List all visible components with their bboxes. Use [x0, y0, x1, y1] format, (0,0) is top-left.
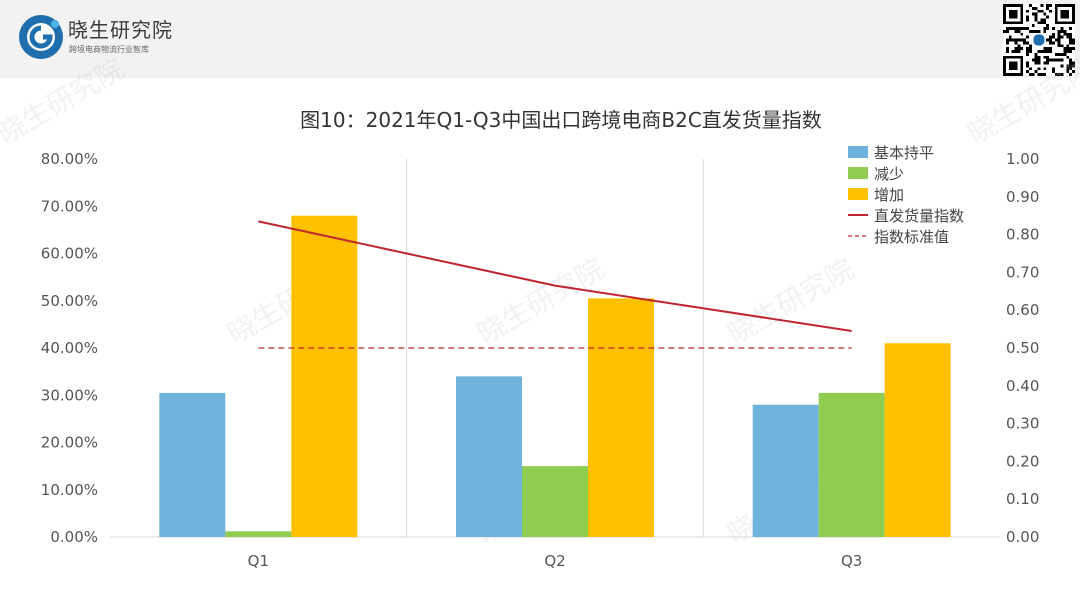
y2-axis-tick-label: 0.50 [1006, 339, 1039, 357]
bar-base [752, 404, 819, 537]
legend-label: 增加 [874, 186, 904, 204]
x-axis-category-label: Q1 [248, 552, 269, 570]
y2-axis-tick-label: 0.90 [1006, 188, 1039, 206]
header-bar: 晓生研究院 跨境电商物流行业智库 [0, 0, 1080, 78]
brand-tagline: 跨境电商物流行业智库 [69, 45, 149, 54]
logo-icon [19, 15, 63, 59]
y2-axis-tick-label: 0.80 [1006, 226, 1039, 244]
chart-title: 图10：2021年Q1-Q3中国出口跨境电商B2C直发货量指数 [300, 108, 822, 132]
y-axis-tick-label: 70.00% [41, 197, 98, 215]
bar-decrease [225, 531, 292, 537]
y-axis-tick-label: 40.00% [41, 339, 98, 357]
y2-axis-tick-label: 0.20 [1006, 452, 1039, 470]
y2-axis-tick-label: 0.30 [1006, 415, 1039, 433]
bar-base [456, 376, 522, 537]
bar-decrease [818, 392, 885, 537]
bar-decrease [522, 466, 588, 537]
y-axis-tick-label: 0.00% [50, 528, 98, 546]
y2-axis-tick-label: 0.70 [1006, 263, 1039, 281]
legend-label: 基本持平 [874, 144, 934, 162]
y2-axis-tick-label: 0.60 [1006, 301, 1039, 319]
x-axis-category-label: Q3 [841, 552, 862, 570]
y2-axis-tick-label: 0.10 [1006, 490, 1039, 508]
y-axis-tick-label: 50.00% [41, 292, 98, 310]
y-axis-tick-label: 80.00% [41, 150, 98, 168]
qr-code-icon [1003, 4, 1075, 76]
y2-axis-tick-label: 0.00 [1006, 528, 1039, 546]
legend-label: 减少 [874, 165, 904, 183]
legend-swatch [848, 167, 868, 179]
legend-label: 直发货量指数 [874, 207, 964, 225]
legend-label: 指数标准值 [874, 228, 949, 246]
bar-increase [291, 215, 358, 537]
bar-increase [884, 343, 951, 537]
brand-name: 晓生研究院 [68, 18, 173, 42]
legend-swatch [848, 146, 868, 158]
x-axis-category-label: Q2 [544, 552, 565, 570]
bar-increase [588, 298, 654, 537]
y-axis-tick-label: 60.00% [41, 245, 98, 263]
bar-base [159, 392, 226, 537]
y2-axis-tick-label: 1.00 [1006, 150, 1039, 168]
y2-axis-tick-label: 0.40 [1006, 377, 1039, 395]
y-axis-tick-label: 10.00% [41, 481, 98, 499]
y-axis-tick-label: 30.00% [41, 386, 98, 404]
index-line [258, 220, 852, 332]
legend-swatch [848, 188, 868, 200]
y-axis-tick-label: 20.00% [41, 434, 98, 452]
